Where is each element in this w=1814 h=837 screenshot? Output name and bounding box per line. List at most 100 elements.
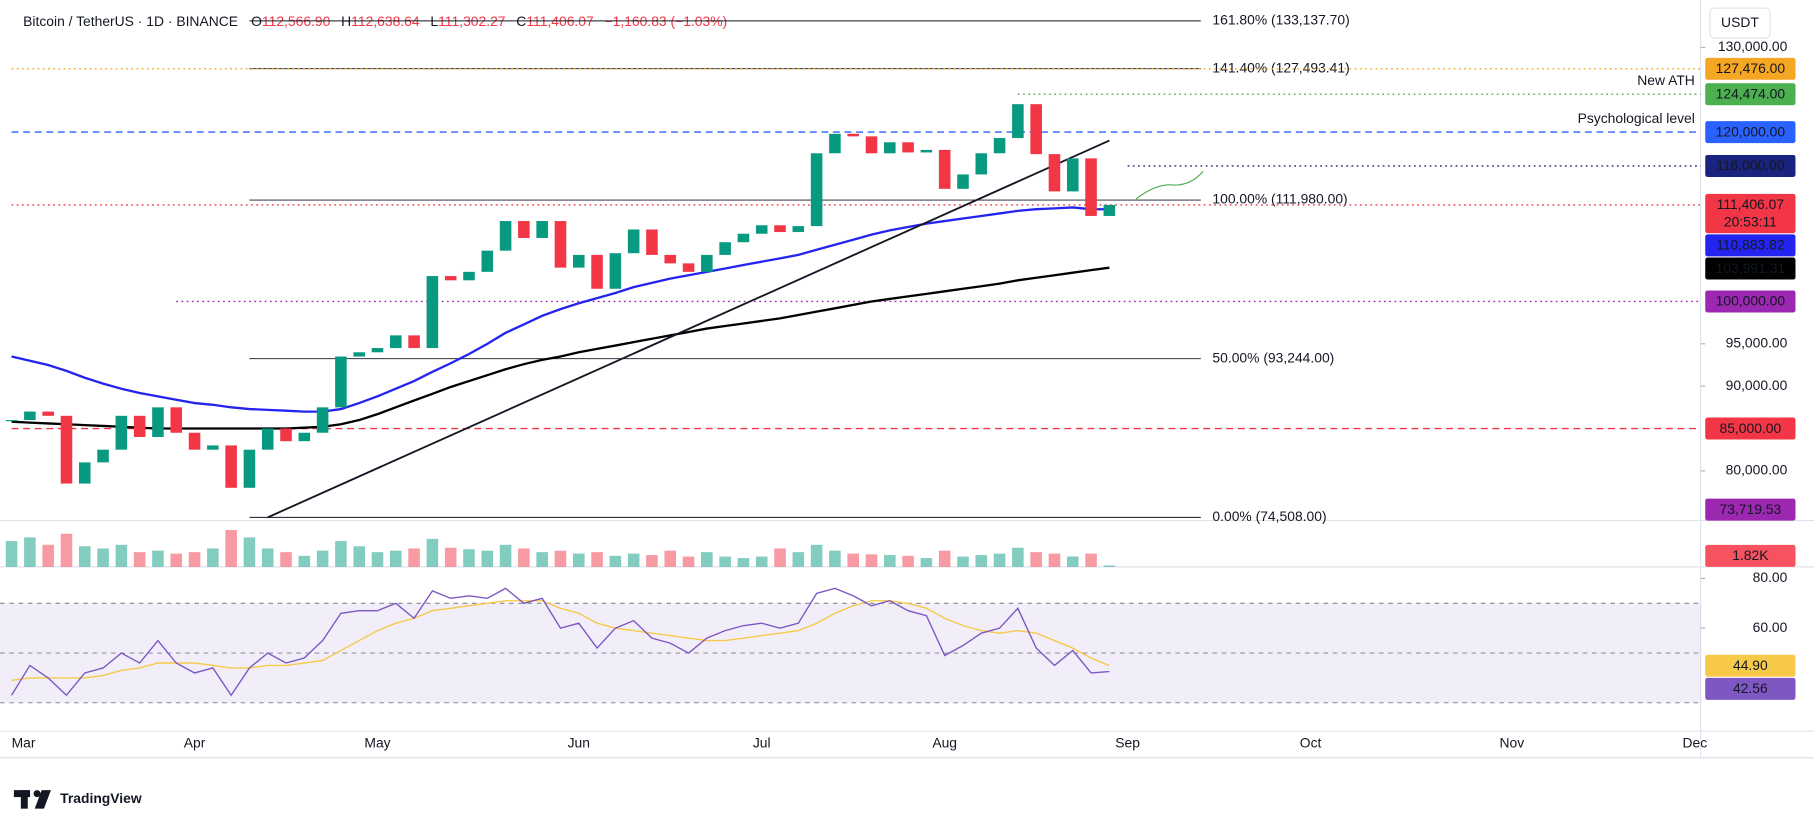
volume-bar xyxy=(371,552,384,567)
volume-bar xyxy=(97,548,109,567)
price-tag xyxy=(1705,193,1796,234)
level-note: New ATH xyxy=(1637,72,1695,88)
volume-bar xyxy=(316,550,329,567)
rsi-tick-label: 60.00 xyxy=(1753,619,1788,635)
volume-bar xyxy=(518,548,530,567)
volume-bar xyxy=(481,550,494,567)
volume-bar xyxy=(920,558,933,567)
volume-bar xyxy=(938,550,951,567)
price-tag-label: 103,991.31 xyxy=(1716,260,1786,276)
candle xyxy=(1030,104,1042,155)
volume-bar xyxy=(646,555,658,567)
x-tick-label: Sep xyxy=(1115,735,1140,751)
price-tag-label: 111,406.07 xyxy=(1717,196,1785,212)
volume-bar xyxy=(902,555,914,567)
x-tick-label: Jun xyxy=(568,735,590,751)
candle xyxy=(261,428,274,450)
price-tag xyxy=(1705,83,1796,106)
price-tag-label: 120,000.00 xyxy=(1716,123,1786,139)
candle xyxy=(499,221,512,251)
volume-bar xyxy=(810,544,823,567)
candle xyxy=(408,335,420,349)
level-note: Psychological level xyxy=(1578,110,1695,126)
volume-bar xyxy=(42,544,54,567)
price-tag xyxy=(1705,654,1796,677)
candle xyxy=(24,411,36,421)
x-tick-label: Mar xyxy=(12,735,36,751)
price-tag xyxy=(1705,544,1796,567)
fib-label: 0.00% (74,508.00) xyxy=(1212,508,1326,524)
price-tag-label: 44.90 xyxy=(1733,657,1768,673)
candle xyxy=(993,138,1006,154)
price-tag-label: 110,883.82 xyxy=(1716,237,1785,253)
volume-bar xyxy=(261,548,274,567)
candle xyxy=(243,449,256,488)
currency-button[interactable] xyxy=(1709,7,1771,39)
candle xyxy=(975,153,988,175)
candle xyxy=(97,449,109,463)
x-tick-label: Jul xyxy=(753,735,771,751)
volume-bar xyxy=(1048,553,1061,567)
candle xyxy=(737,233,750,243)
volume-bar xyxy=(847,553,859,567)
candle xyxy=(902,142,914,153)
candle xyxy=(335,356,347,408)
candle xyxy=(1012,104,1024,139)
candle xyxy=(609,253,622,289)
fib-label: 141.40% (127,493.41) xyxy=(1212,59,1349,75)
trendline xyxy=(267,139,1110,519)
brand-logo xyxy=(13,790,51,809)
brand: TradingView xyxy=(60,790,142,806)
currency[interactable]: USDT xyxy=(1721,14,1759,30)
candle xyxy=(42,411,54,416)
price-tag-label: 73,719.53 xyxy=(1719,501,1781,517)
price-tag xyxy=(1705,290,1796,313)
price-tag-label: 127,476.00 xyxy=(1716,60,1786,76)
price-tag xyxy=(1705,121,1796,144)
candle xyxy=(1066,158,1079,192)
candle xyxy=(938,149,951,189)
volume-bar xyxy=(572,553,585,567)
logo-part xyxy=(33,790,41,798)
volume-bar xyxy=(5,541,18,567)
candle xyxy=(316,407,329,433)
price-tag xyxy=(1705,498,1796,521)
candle xyxy=(390,335,402,349)
candle xyxy=(554,221,567,268)
x-tick-label: Oct xyxy=(1300,735,1322,751)
candle xyxy=(115,415,128,450)
volume-bar xyxy=(993,553,1006,567)
countdown: 20:53:11 xyxy=(1724,213,1777,229)
fib-label: 161.80% (133,137.70) xyxy=(1212,12,1349,28)
candle xyxy=(518,221,530,238)
volume-bar xyxy=(335,541,347,567)
volume-bar xyxy=(554,550,567,567)
candle xyxy=(920,149,933,153)
volume-bar xyxy=(1066,556,1079,567)
rsi-signal-line xyxy=(11,600,1110,682)
fib-label: 50.00% (93,244.00) xyxy=(1212,349,1334,365)
candle xyxy=(1048,154,1061,192)
volume-bar xyxy=(591,552,603,567)
price-tag-label: 124,474.00 xyxy=(1716,85,1786,101)
price-tag-label: 116,000.00 xyxy=(1716,157,1785,173)
candle xyxy=(792,226,805,233)
volume-bar xyxy=(353,546,365,567)
volume-bar xyxy=(207,548,219,567)
candle xyxy=(1085,158,1097,216)
volume-bar xyxy=(133,552,146,567)
volume-bar xyxy=(170,553,183,567)
volume-bar xyxy=(243,537,256,567)
price-tag xyxy=(1705,234,1796,257)
x-tick-label: Dec xyxy=(1682,735,1707,751)
volume-bar xyxy=(884,555,896,567)
volume-bar xyxy=(444,547,457,567)
candle xyxy=(664,254,677,264)
volume-bar xyxy=(975,555,988,567)
y-tick-label: 80,000.00 xyxy=(1726,462,1788,478)
price-tag-label: 1.82K xyxy=(1732,547,1769,563)
rsi-tick-label: 80.00 xyxy=(1753,569,1788,585)
volume-bar xyxy=(298,555,311,567)
